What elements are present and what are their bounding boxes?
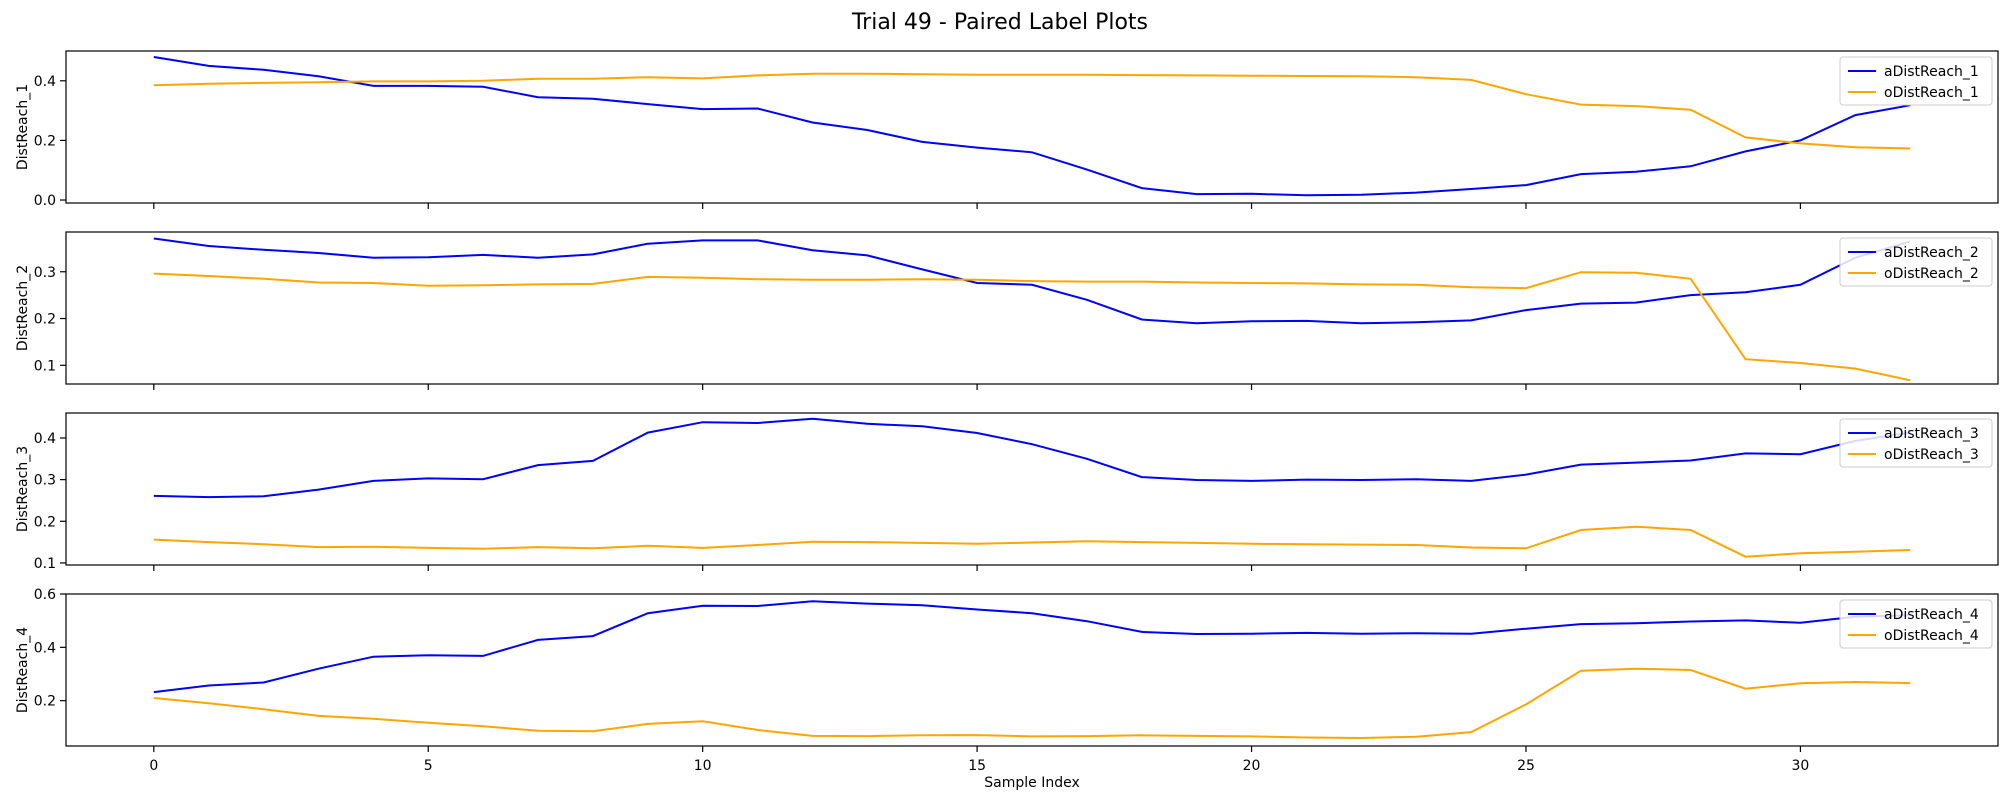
legend-label-oDistReach_2: oDistReach_2 — [1884, 266, 1979, 282]
series-line-aDistReach_4 — [153, 600, 1911, 694]
y-tick-label: 0.0 — [34, 193, 56, 209]
y-axis-label: DistReach_3 — [15, 446, 31, 532]
axes-frame — [65, 412, 1999, 566]
y-tick-label: 0.3 — [34, 473, 56, 489]
legend-label-oDistReach_1: oDistReach_1 — [1884, 85, 1979, 101]
y-tick-label: 0.3 — [34, 265, 56, 281]
axes-frame — [65, 50, 1999, 204]
legend: aDistReach_4 oDistReach_4 — [1839, 599, 1993, 649]
x-axis-label: Sample Index — [984, 775, 1079, 791]
x-tick-label: 15 — [968, 758, 986, 774]
legend-label-aDistReach_4: aDistReach_4 — [1884, 607, 1979, 623]
series-line-oDistReach_2 — [153, 271, 1911, 382]
legend-label-aDistReach_1: aDistReach_1 — [1884, 64, 1979, 80]
x-tick-label: 30 — [1791, 758, 1809, 774]
y-tick-label: 0.1 — [34, 556, 56, 572]
series-line-aDistReach_2 — [153, 237, 1911, 325]
series-line-aDistReach_1 — [153, 56, 1911, 197]
series-line-aDistReach_3 — [153, 417, 1911, 499]
series-line-oDistReach_4 — [153, 667, 1911, 740]
y-tick-label: 0.4 — [34, 640, 56, 656]
axes-frame — [65, 231, 1999, 385]
y-tick-label: 0.2 — [34, 312, 56, 328]
axes-frame — [65, 593, 1999, 747]
x-tick-label: 0 — [149, 758, 158, 774]
legend-label-aDistReach_3: aDistReach_3 — [1884, 426, 1979, 442]
y-axis-label: DistReach_4 — [15, 627, 31, 713]
y-tick-label: 0.4 — [34, 74, 56, 90]
legend: aDistReach_2 oDistReach_2 — [1839, 237, 1993, 287]
x-tick-label: 10 — [694, 758, 712, 774]
legend-label-oDistReach_3: oDistReach_3 — [1884, 447, 1979, 463]
y-tick-label: 0.2 — [34, 694, 56, 710]
legend-label-aDistReach_2: aDistReach_2 — [1884, 245, 1979, 261]
legend: aDistReach_1 oDistReach_1 — [1839, 56, 1993, 106]
y-tick-label: 0.2 — [34, 133, 56, 149]
x-tick-label: 5 — [424, 758, 433, 774]
y-axis-label: DistReach_1 — [15, 84, 31, 170]
y-tick-label: 0.1 — [34, 358, 56, 374]
chart-title: Trial 49 - Paired Label Plots — [851, 10, 1149, 35]
legend-box — [1839, 418, 1993, 468]
legend-box — [1839, 56, 1993, 106]
series-line-oDistReach_3 — [153, 525, 1911, 558]
y-axis-label: DistReach_2 — [15, 265, 31, 351]
series-line-oDistReach_1 — [153, 72, 1911, 150]
x-tick-label: 20 — [1243, 758, 1261, 774]
subplot-4: 0.2 0.4 0.6 0 5 10 15 20 25 30 DistReach_4 aDistRea… — [15, 587, 1999, 774]
y-tick-label: 0.2 — [34, 514, 56, 530]
legend-box — [1839, 237, 1993, 287]
legend-box — [1839, 599, 1993, 649]
x-tick-label: 25 — [1517, 758, 1535, 774]
y-tick-label: 0.4 — [34, 431, 56, 447]
legend-label-oDistReach_4: oDistReach_4 — [1884, 628, 1979, 644]
y-tick-label: 0.6 — [34, 587, 56, 603]
legend: aDistReach_3 oDistReach_3 — [1839, 418, 1993, 468]
